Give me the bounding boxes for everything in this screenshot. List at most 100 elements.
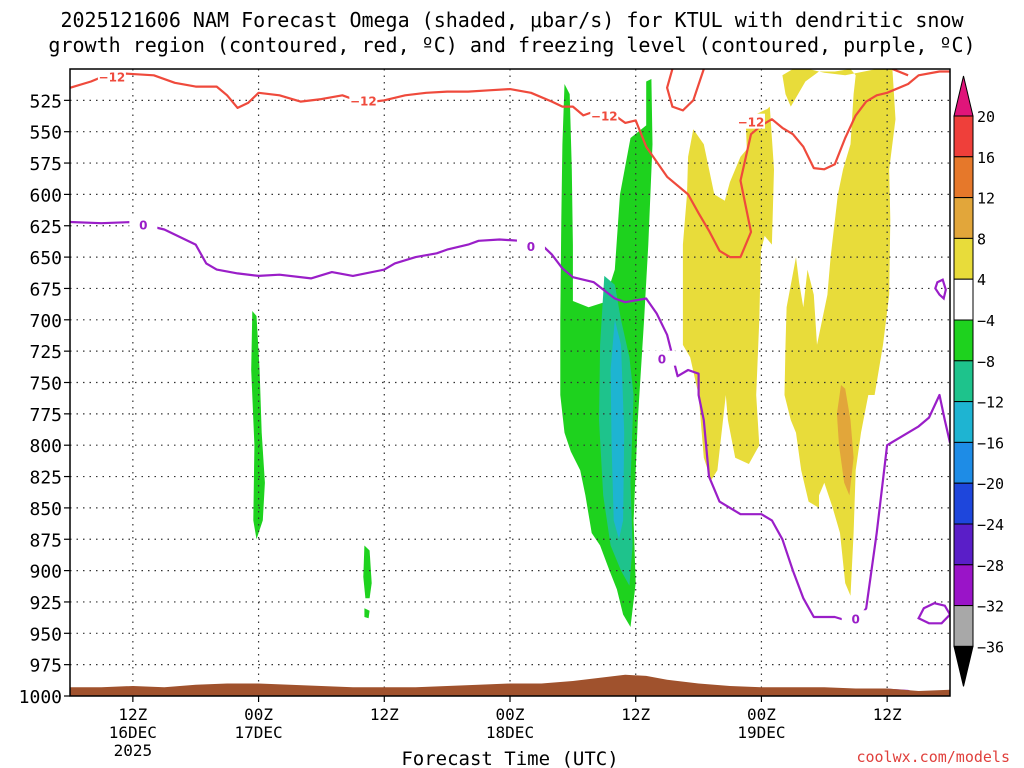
freezing-contour-label: 0 (658, 353, 666, 367)
y-tick-label: 525 (29, 91, 62, 112)
colorbar-swatch (953, 278, 974, 321)
colorbar-label: −28 (977, 557, 1004, 575)
dgz-contour-line-c (891, 69, 909, 77)
dgz-contour-label-bg (349, 92, 378, 108)
colorbar-label: 12 (977, 190, 995, 208)
y-tick-label: 875 (29, 530, 62, 551)
x-tick-label: 00Z (496, 705, 525, 724)
x-tick-label: 18DEC (486, 723, 534, 742)
x-tick-label: 17DEC (234, 723, 282, 742)
y-tick-label: 800 (29, 436, 62, 457)
freezing-contour-label: 0 (852, 612, 860, 626)
x-tick-label: 19DEC (737, 723, 785, 742)
y-tick-label: 750 (29, 374, 62, 395)
x-tick-label: 12Z (621, 705, 650, 724)
freezing-contour-label-bg (129, 216, 158, 232)
colorbar-swatch (953, 360, 974, 403)
dgz-contour-label-bg (590, 107, 619, 123)
credit-text: coolwx.com/models (856, 748, 1010, 766)
freezing-contour-label: 0 (139, 218, 147, 232)
y-tick-label: 975 (29, 656, 62, 677)
x-tick-label: 12Z (118, 705, 147, 724)
terrain-layer (70, 674, 950, 696)
terrain-fill (70, 674, 950, 696)
y-tick-label: 825 (29, 468, 62, 489)
freezing-contour-label: 0 (527, 240, 535, 254)
colorbar-swatch (953, 401, 974, 443)
x-tick-label: 2025 (114, 741, 153, 760)
freezing-contour-label-bg (841, 610, 870, 626)
omega-shading (251, 69, 896, 627)
dgz-contour-label: −12 (738, 116, 765, 130)
colorbar-swatch (953, 605, 974, 647)
colorbar-swatch (953, 482, 974, 525)
colorbar-label: −12 (977, 394, 1004, 412)
omega-region-yellow-19dec (782, 69, 896, 596)
colorbar-label: −8 (977, 353, 995, 371)
colorbar-swatch (953, 523, 974, 566)
freezing-loop-a (917, 602, 950, 625)
dgz-contour-label-bg (736, 113, 765, 129)
colorbar-label: −32 (977, 598, 1004, 616)
colorbar-cap-bottom (953, 645, 974, 687)
x-tick-label: 00Z (747, 705, 776, 724)
colorbar-swatch (953, 441, 974, 484)
y-tick-label: 575 (29, 154, 62, 175)
colorbar-label: −4 (977, 312, 995, 330)
y-axis: 525 550 575 600 625 650 675 700 725 750 775 800 825 8… (19, 91, 70, 708)
omega-region-green-17dec-12z (363, 545, 372, 599)
x-tick-label: 16DEC (109, 723, 157, 742)
dgz-contour-label-bg (97, 68, 126, 84)
colorbar-cap-top (953, 75, 974, 117)
colorbar-label: 16 (977, 149, 995, 167)
y-tick-label: 850 (29, 499, 62, 520)
y-tick-label: 775 (29, 405, 62, 426)
y-tick-label: 550 (29, 123, 62, 144)
colorbar-label: −24 (977, 516, 1004, 534)
colorbar-swatch (953, 156, 974, 199)
colorbar-swatch (953, 115, 974, 158)
chart-title-line-1: 2025121606 NAM Forecast Omega (shaded, μ… (60, 8, 964, 32)
y-tick-label: 725 (29, 342, 62, 363)
dgz-contour-line-b (665, 69, 705, 112)
y-tick-label: 650 (29, 248, 62, 269)
y-tick-label: 950 (29, 624, 62, 645)
x-axis-label: Forecast Time (UTC) (401, 748, 618, 768)
x-tick-label: 12Z (873, 705, 902, 724)
colorbar-swatch (953, 319, 974, 362)
y-tick-label: 925 (29, 593, 62, 614)
chart-title-line-2: growth region (contoured, red, ºC) and f… (48, 33, 976, 57)
y-tick-label: 1000 (19, 687, 62, 708)
y-tick-label: 600 (29, 185, 62, 206)
omega-region-green-17dec (251, 311, 265, 540)
omega-region-cyan-18dec (610, 319, 625, 540)
x-tick-label: 00Z (244, 705, 273, 724)
freezing-contour-label-bg (516, 237, 545, 253)
colorbar-label: −16 (977, 434, 1004, 452)
freezing-loop-b (934, 278, 947, 301)
freezing-contour-label-bg (647, 350, 676, 366)
colorbar-swatch (953, 564, 974, 607)
colorbar-swatch (953, 197, 974, 239)
grid-lines (70, 69, 950, 696)
y-tick-label: 675 (29, 279, 62, 300)
omega-region-yellow-18dec-b (745, 109, 772, 258)
contour-labels: −12 −12 −12 −12 0 0 0 0 (97, 68, 870, 626)
colorbar-label: −20 (977, 475, 1004, 493)
y-tick-label: 900 (29, 562, 62, 583)
colorbar-label: 20 (977, 108, 995, 126)
omega-region-green-17dec-12z-dot (364, 608, 370, 619)
y-tick-label: 625 (29, 217, 62, 238)
colorbar: 20 16 12 8 4 −4 −8 −12 −16 −20 −24 −28 −32 −36 (953, 75, 1004, 687)
colorbar-swatch (953, 237, 974, 280)
colorbar-label: 4 (977, 271, 986, 289)
omega-region-orange-19dec (836, 385, 854, 496)
dgz-contour-label: −12 (350, 94, 377, 108)
colorbar-label: −36 (977, 638, 1004, 656)
y-tick-label: 700 (29, 311, 62, 332)
dgz-contour-label: −12 (591, 109, 618, 123)
dgz-contour-label: −12 (99, 71, 126, 85)
x-tick-label: 12Z (370, 705, 399, 724)
